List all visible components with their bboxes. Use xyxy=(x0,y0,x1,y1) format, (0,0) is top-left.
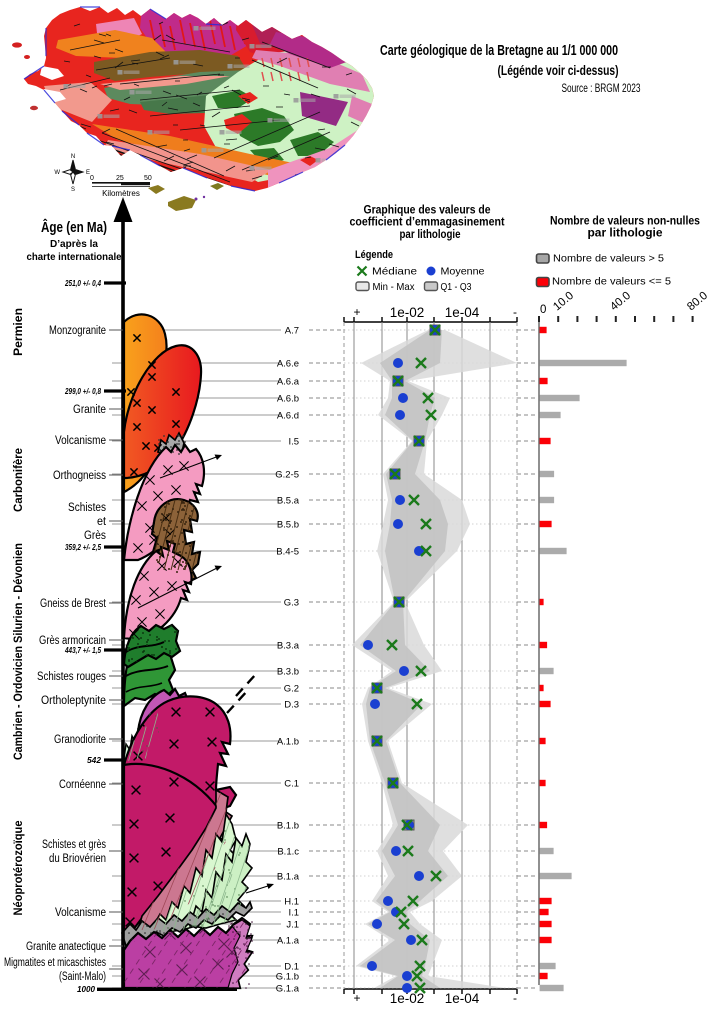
svg-text:1e-02: 1e-02 xyxy=(390,305,425,320)
svg-text:B.5.a: B.5.a xyxy=(277,496,300,507)
svg-text:G.2: G.2 xyxy=(284,684,299,695)
svg-text:0: 0 xyxy=(540,304,546,316)
svg-text:+: + xyxy=(353,305,360,319)
svg-text:Volcanisme: Volcanisme xyxy=(55,435,106,447)
svg-text:Granite anatectique: Granite anatectique xyxy=(26,941,106,953)
svg-text:charte internationale: charte internationale xyxy=(27,251,122,263)
svg-text:Granite: Granite xyxy=(73,404,106,416)
svg-text:Source : BRGM 2023: Source : BRGM 2023 xyxy=(562,83,641,95)
svg-text:1e-02: 1e-02 xyxy=(390,991,425,1006)
svg-text:0: 0 xyxy=(90,175,94,182)
svg-text:Schistes: Schistes xyxy=(68,502,106,514)
svg-text:1e-04: 1e-04 xyxy=(445,991,480,1006)
svg-text:Silurien - Dévonien: Silurien - Dévonien xyxy=(11,543,25,643)
svg-text:Kilomètres: Kilomètres xyxy=(102,189,140,198)
svg-text:Nombre de valeurs non-nulles: Nombre de valeurs non-nulles xyxy=(550,214,700,228)
svg-text:Schistes et grès: Schistes et grès xyxy=(42,839,106,851)
svg-text:G.1.a: G.1.a xyxy=(276,984,300,995)
svg-text:D.3: D.3 xyxy=(284,700,299,711)
svg-text:Min - Max: Min - Max xyxy=(373,281,416,293)
svg-text:-: - xyxy=(513,991,517,1005)
svg-text:H.1: H.1 xyxy=(284,897,299,908)
svg-text:(Saint-Malo): (Saint-Malo) xyxy=(59,971,106,983)
svg-text:542: 542 xyxy=(87,756,102,765)
svg-text:Nombre de valeurs > 5: Nombre de valeurs > 5 xyxy=(553,253,664,265)
svg-text:par lithologie: par lithologie xyxy=(588,226,663,240)
svg-text:299,0 +/- 0,8: 299,0 +/- 0,8 xyxy=(64,387,101,396)
svg-text:D.1: D.1 xyxy=(284,962,299,973)
svg-text:par lithologie: par lithologie xyxy=(400,227,461,241)
svg-text:Nombre de valeurs <= 5: Nombre de valeurs <= 5 xyxy=(552,276,671,288)
svg-text:Q1 - Q3: Q1 - Q3 xyxy=(441,281,472,293)
svg-text:A.6.d: A.6.d xyxy=(277,411,299,422)
svg-text:(Légénde voir ci-dessus): (Légénde voir ci-dessus) xyxy=(498,63,619,78)
svg-text:B.5.b: B.5.b xyxy=(277,520,299,531)
svg-text:S: S xyxy=(71,187,75,193)
svg-text:Âge (en Ma): Âge (en Ma) xyxy=(41,218,107,236)
svg-text:1e-04: 1e-04 xyxy=(445,305,480,320)
svg-text:B.1.c: B.1.c xyxy=(277,847,299,858)
svg-text:B.1.a: B.1.a xyxy=(277,872,300,883)
svg-text:Granodiorite: Granodiorite xyxy=(54,734,106,746)
svg-text:A.1.a: A.1.a xyxy=(277,936,300,947)
svg-text:G.1.b: G.1.b xyxy=(276,972,299,983)
svg-text:B.3.a: B.3.a xyxy=(277,641,300,652)
svg-text:I.5: I.5 xyxy=(288,437,299,448)
svg-text:C.1: C.1 xyxy=(284,779,299,790)
svg-text:Grès armoricain: Grès armoricain xyxy=(39,635,106,647)
svg-text:coefficient d’emmagasinement: coefficient d’emmagasinement xyxy=(350,215,505,229)
svg-text:Migmatites et micaschistes: Migmatites et micaschistes xyxy=(4,957,106,969)
svg-text:Gneiss de Brest: Gneiss de Brest xyxy=(40,598,107,610)
svg-text:251,0 +/- 0,4: 251,0 +/- 0,4 xyxy=(64,279,101,288)
svg-text:D’après la: D’après la xyxy=(50,238,98,250)
svg-text:A.7: A.7 xyxy=(285,326,299,337)
svg-text:Permien: Permien xyxy=(11,308,25,356)
svg-text:du Briovérien: du Briovérien xyxy=(49,853,106,865)
svg-text:A.6.b: A.6.b xyxy=(277,394,299,405)
svg-text:et: et xyxy=(97,516,107,528)
svg-text:A.6.e: A.6.e xyxy=(277,359,299,370)
svg-text:Graphique des valeurs de: Graphique des valeurs de xyxy=(364,203,491,217)
svg-text:Cornéenne: Cornéenne xyxy=(59,779,106,791)
svg-text:443,7 +/- 1,5: 443,7 +/- 1,5 xyxy=(64,646,101,655)
svg-text:25: 25 xyxy=(116,175,124,182)
svg-text:1000: 1000 xyxy=(77,985,96,994)
svg-text:Légende: Légende xyxy=(355,249,393,261)
svg-text:Volcanisme: Volcanisme xyxy=(55,907,106,919)
svg-text:+: + xyxy=(353,991,360,1005)
svg-text:Monzogranite: Monzogranite xyxy=(49,325,106,337)
svg-text:Schistes rouges: Schistes rouges xyxy=(37,671,106,683)
svg-text:I.1: I.1 xyxy=(288,908,299,919)
svg-text:G.3: G.3 xyxy=(284,598,299,609)
svg-text:Orthogneiss: Orthogneiss xyxy=(53,470,106,482)
svg-text:-: - xyxy=(513,305,517,319)
svg-text:B.1.b: B.1.b xyxy=(277,821,299,832)
svg-text:Médiane: Médiane xyxy=(372,266,417,278)
svg-text:Carbonifère: Carbonifère xyxy=(11,448,25,512)
svg-text:B.3.b: B.3.b xyxy=(277,667,299,678)
svg-text:A.6.a: A.6.a xyxy=(277,377,300,388)
svg-text:J.1: J.1 xyxy=(286,920,299,931)
svg-text:Cambrien - Ordovicien: Cambrien - Ordovicien xyxy=(11,646,25,760)
svg-text:359,2 +/- 2,5: 359,2 +/- 2,5 xyxy=(65,543,101,552)
svg-text:50: 50 xyxy=(144,175,152,182)
svg-text:Moyenne: Moyenne xyxy=(441,266,485,278)
svg-text:G.2-5: G.2-5 xyxy=(275,470,299,481)
svg-text:E: E xyxy=(86,170,90,176)
svg-text:Carte géologique de la Bretagn: Carte géologique de la Bretagne au 1/1 0… xyxy=(380,43,618,59)
svg-text:Néoprotérozoïque: Néoprotérozoïque xyxy=(11,820,25,915)
svg-text:N: N xyxy=(71,154,75,160)
svg-text:W: W xyxy=(54,170,60,176)
svg-text:A.1.b: A.1.b xyxy=(277,737,299,748)
svg-text:Ortholeptynite: Ortholeptynite xyxy=(41,695,106,707)
svg-text:B.4-5: B.4-5 xyxy=(276,547,299,558)
svg-text:Grès: Grès xyxy=(84,530,106,542)
